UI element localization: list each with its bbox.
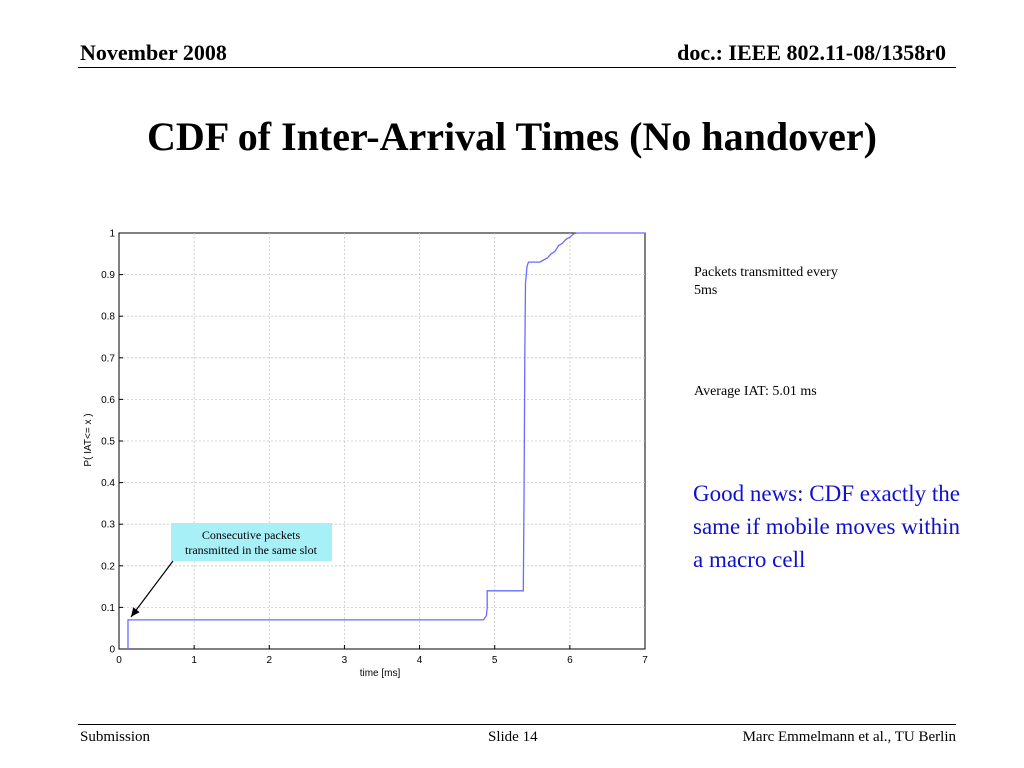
cdf-chart: 0 1 2 3 4 5 6 7 0 0.1 0.2 0.3 0.4 0.5 0.6 0.7 0.8 0.9 1 Co… bbox=[78, 222, 654, 684]
cdf-series-line bbox=[127, 232, 645, 649]
cdf-chart-svg: 0 1 2 3 4 5 6 7 0 0.1 0.2 0.3 0.4 0.5 0.6 0.7 0.8 0.9 1 Co… bbox=[83, 229, 648, 680]
y-tick-label: 0.4 bbox=[101, 478, 115, 489]
tick-layer: 0 1 2 3 4 5 6 7 0 0.1 0.2 0.3 0.4 0.5 0.6 0.7 0.8 0.9 1 bbox=[101, 229, 648, 667]
y-axis-label: P( IAT<= x ) bbox=[83, 413, 94, 466]
x-tick-label: 0 bbox=[116, 655, 122, 666]
x-tick-label: 6 bbox=[567, 655, 573, 666]
y-tick-label: 0.5 bbox=[101, 437, 115, 448]
note-packets-interval: Packets transmitted every 5ms bbox=[694, 265, 838, 298]
y-tick-label: 0 bbox=[109, 645, 115, 656]
header-doc-id: doc.: IEEE 802.11-08/1358r0 bbox=[677, 40, 946, 65]
note-good-news: Good news: CDF exactly the same if mobil… bbox=[693, 481, 961, 572]
footer-author: Marc Emmelmann et al., TU Berlin bbox=[742, 729, 956, 745]
slide-title: CDF of Inter-Arrival Times (No handover) bbox=[147, 114, 877, 159]
note-average-iat: Average IAT: 5.01 ms bbox=[694, 384, 817, 399]
x-tick-label: 7 bbox=[642, 655, 648, 666]
y-tick-label: 0.9 bbox=[101, 270, 115, 281]
footer-slide-number: Slide 14 bbox=[488, 729, 538, 745]
grid-layer bbox=[119, 233, 645, 649]
x-tick-label: 3 bbox=[342, 655, 348, 666]
annotation-arrowhead bbox=[131, 607, 140, 617]
x-tick-label: 2 bbox=[267, 655, 273, 666]
footer-submission: Submission bbox=[80, 729, 151, 745]
header-divider bbox=[78, 67, 956, 68]
x-tick-label: 1 bbox=[191, 655, 197, 666]
annotation-line-1: Consecutive packets bbox=[202, 528, 301, 542]
annotation-line-2: transmitted in the same slot bbox=[185, 543, 318, 557]
y-tick-label: 0.2 bbox=[101, 561, 115, 572]
annotation-box bbox=[171, 523, 332, 561]
footer-divider bbox=[78, 724, 956, 725]
x-tick-label: 4 bbox=[417, 655, 423, 666]
y-tick-label: 0.3 bbox=[101, 520, 115, 531]
y-tick-label: 0.6 bbox=[101, 395, 115, 406]
annotation: Consecutive packets transmitted in the s… bbox=[130, 523, 332, 618]
x-axis-label: time [ms] bbox=[360, 668, 401, 679]
plot-frame bbox=[118, 232, 646, 650]
y-tick-label: 0.8 bbox=[101, 312, 115, 323]
y-tick-label: 0.7 bbox=[101, 353, 115, 364]
y-tick-label: 1 bbox=[109, 229, 115, 240]
x-tick-label: 5 bbox=[492, 655, 498, 666]
y-tick-label: 0.1 bbox=[101, 603, 115, 614]
annotation-arrow bbox=[130, 560, 174, 618]
header-date: November 2008 bbox=[80, 40, 227, 65]
